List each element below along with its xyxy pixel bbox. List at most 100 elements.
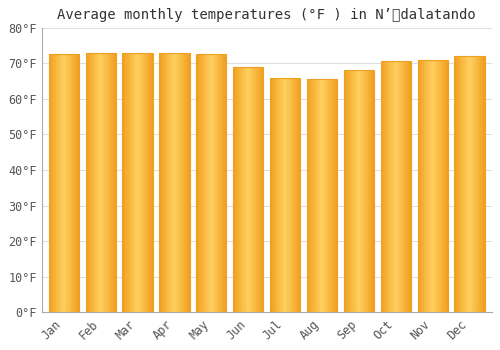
Bar xyxy=(259,67,260,313)
Bar xyxy=(408,62,410,313)
Bar xyxy=(431,60,432,313)
Bar xyxy=(291,77,292,313)
Bar xyxy=(91,52,92,313)
Bar xyxy=(367,70,368,313)
Bar xyxy=(76,54,78,313)
Bar xyxy=(178,52,179,313)
Bar xyxy=(446,60,447,313)
Bar xyxy=(109,52,110,313)
Bar xyxy=(471,56,472,313)
Bar xyxy=(149,52,150,313)
Bar xyxy=(274,77,276,313)
Bar xyxy=(296,77,297,313)
Bar xyxy=(428,60,429,313)
Bar xyxy=(57,54,58,313)
Bar xyxy=(204,54,206,313)
Bar xyxy=(48,54,79,313)
Bar xyxy=(466,56,468,313)
Bar xyxy=(122,52,152,313)
Bar xyxy=(183,52,184,313)
Bar xyxy=(218,54,219,313)
Bar xyxy=(58,54,59,313)
Bar xyxy=(56,54,57,313)
Bar xyxy=(454,56,455,313)
Bar xyxy=(410,62,411,313)
Bar xyxy=(318,79,319,313)
Bar xyxy=(469,56,470,313)
Bar xyxy=(398,62,399,313)
Bar xyxy=(310,79,312,313)
Bar xyxy=(330,79,331,313)
Bar xyxy=(64,54,66,313)
Bar xyxy=(94,52,96,313)
Bar xyxy=(329,79,330,313)
Bar xyxy=(324,79,325,313)
Bar xyxy=(404,62,405,313)
Bar xyxy=(105,52,106,313)
Bar xyxy=(87,52,88,313)
Bar xyxy=(254,67,255,313)
Bar xyxy=(307,79,337,313)
Bar xyxy=(106,52,107,313)
Bar xyxy=(142,52,143,313)
Bar xyxy=(185,52,186,313)
Bar xyxy=(104,52,105,313)
Bar xyxy=(53,54,54,313)
Bar xyxy=(134,52,136,313)
Bar xyxy=(481,56,482,313)
Bar xyxy=(137,52,138,313)
Bar xyxy=(100,52,102,313)
Bar xyxy=(314,79,315,313)
Bar xyxy=(346,70,347,313)
Bar xyxy=(279,77,280,313)
Bar xyxy=(347,70,348,313)
Bar xyxy=(207,54,208,313)
Bar xyxy=(316,79,318,313)
Bar xyxy=(200,54,201,313)
Bar xyxy=(353,70,354,313)
Bar xyxy=(440,60,441,313)
Bar xyxy=(358,70,359,313)
Bar xyxy=(124,52,126,313)
Bar xyxy=(98,52,99,313)
Bar xyxy=(426,60,428,313)
Bar xyxy=(164,52,166,313)
Bar xyxy=(309,79,310,313)
Bar xyxy=(182,52,183,313)
Bar xyxy=(288,77,289,313)
Bar xyxy=(161,52,162,313)
Bar xyxy=(344,70,374,313)
Bar xyxy=(362,70,364,313)
Bar xyxy=(352,70,353,313)
Bar xyxy=(72,54,73,313)
Bar xyxy=(437,60,438,313)
Bar xyxy=(221,54,222,313)
Bar xyxy=(308,79,309,313)
Bar xyxy=(252,67,253,313)
Bar xyxy=(206,54,207,313)
Bar xyxy=(74,54,75,313)
Bar xyxy=(51,54,52,313)
Bar xyxy=(237,67,238,313)
Bar xyxy=(261,67,262,313)
Bar xyxy=(196,54,197,313)
Bar xyxy=(70,54,72,313)
Bar xyxy=(354,70,355,313)
Bar xyxy=(382,62,383,313)
Bar xyxy=(202,54,203,313)
Bar xyxy=(298,77,300,313)
Bar xyxy=(248,67,249,313)
Bar xyxy=(107,52,108,313)
Bar xyxy=(271,77,272,313)
Bar xyxy=(328,79,329,313)
Bar xyxy=(122,52,123,313)
Bar xyxy=(188,52,189,313)
Bar xyxy=(470,56,471,313)
Bar xyxy=(294,77,295,313)
Bar xyxy=(394,62,395,313)
Bar xyxy=(253,67,254,313)
Bar xyxy=(405,62,406,313)
Bar xyxy=(322,79,323,313)
Bar xyxy=(458,56,459,313)
Bar xyxy=(270,77,271,313)
